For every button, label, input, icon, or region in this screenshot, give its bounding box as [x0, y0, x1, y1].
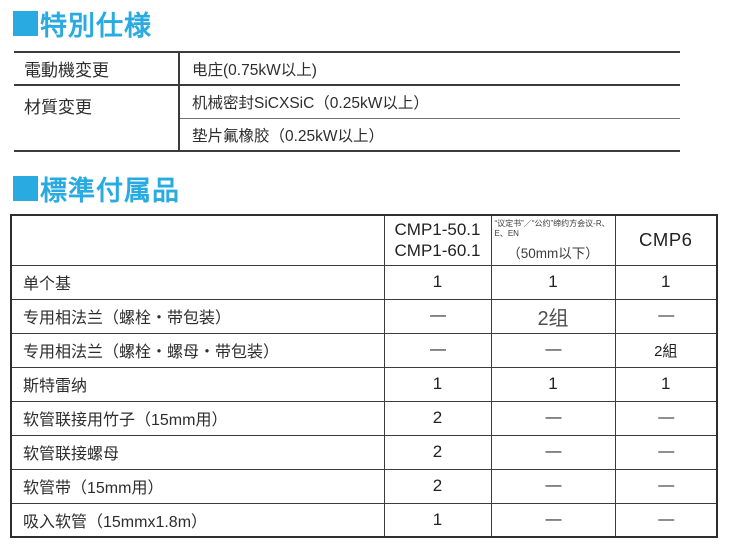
section-marker-icon — [13, 175, 38, 201]
col-header-item — [10, 214, 385, 266]
col-header-cmp1-line1: CMP1-50.1 — [394, 220, 481, 239]
cell-value: — — [490, 400, 616, 436]
table-row: 软管联接螺母 2 — — — [10, 434, 718, 470]
row-label: 软管带（15mm用） — [10, 468, 385, 504]
col-header-mid-sub-text: （50mm以下） — [507, 245, 599, 261]
row-label: 单个基 — [10, 264, 385, 300]
spec-row-label: 電動機変更 — [14, 53, 180, 86]
cell-value: — — [614, 434, 718, 470]
table-row: 吸入软管（15mmx1.8m） 1 — — — [10, 502, 718, 538]
cell-value: — — [614, 502, 718, 538]
cell-value: 1 — [383, 264, 492, 300]
cell-value: 1 — [383, 502, 492, 538]
row-label: 专用相法兰（螺栓・螺母・带包装） — [10, 332, 385, 368]
cell-value: 2组 — [490, 298, 616, 334]
cell-value: 1 — [614, 264, 718, 300]
col-header-mid-small-text: “议定书”／“公约”缔约方会议-R、E、EN — [494, 218, 610, 238]
accessories-header-row: CMP1-50.1 CMP1-60.1 “议定书”／“公约”缔约方会议-R、E、… — [10, 214, 718, 266]
cell-value: 2 — [383, 400, 492, 436]
cell-value: — — [383, 332, 492, 368]
spec-row-value: 垫片氟橡胶（0.25kW以上） — [192, 127, 385, 145]
cell-value: 2 — [383, 468, 492, 504]
accessories-table: CMP1-50.1 CMP1-60.1 “议定书”／“公约”缔约方会议-R、E、… — [10, 214, 718, 538]
section-title-accessories: 標準付属品 — [13, 172, 729, 206]
row-label: 软管联接用竹子（15mm用） — [10, 400, 385, 436]
cell-value: 2 — [383, 434, 492, 470]
table-row: 软管带（15mm用） 2 — — — [10, 468, 718, 504]
cell-value: — — [383, 298, 492, 334]
cell-value: 1 — [383, 366, 492, 402]
table-row: 单个基 1 1 1 — [10, 264, 718, 300]
col-header-cmp1: CMP1-50.1 CMP1-60.1 — [383, 214, 492, 266]
section-marker-icon — [13, 10, 38, 36]
cell-value: 1 — [490, 264, 616, 300]
cell-value: — — [490, 332, 616, 368]
cell-value: — — [614, 468, 718, 504]
cell-value: — — [614, 400, 718, 436]
row-label: 斯特雷纳 — [10, 366, 385, 402]
cell-value: — — [614, 298, 718, 334]
col-header-cmp1-line2: CMP1-60.1 — [394, 241, 481, 261]
spec-row-value: 机械密封SiCXSiC（0.25kW以上） — [180, 86, 680, 119]
table-row: 专用相法兰（螺栓・螺母・带包装） — — 2組 — [10, 332, 718, 368]
col-header-cmp6: CMP6 — [614, 214, 718, 266]
cell-value: — — [490, 502, 616, 538]
row-label: 吸入软管（15mmx1.8m） — [10, 502, 385, 538]
cell-value: — — [490, 434, 616, 470]
spec-row-label: 材質変更 — [14, 86, 180, 150]
cell-value: — — [490, 468, 616, 504]
cell-value: 2組 — [614, 332, 718, 368]
row-label: 软管联接螺母 — [10, 434, 385, 470]
cell-value: 1 — [614, 366, 718, 402]
cell-value: 1 — [490, 366, 616, 402]
special-spec-table: 電動機変更 电庄(0.75kW以上) 材質変更 机械密封SiCXSiC（0.25… — [14, 51, 680, 152]
row-label: 专用相法兰（螺栓・带包装） — [10, 298, 385, 334]
table-row: 斯特雷纳 1 1 1 — [10, 366, 718, 402]
section-title-accessories-text: 標準付属品 — [40, 175, 180, 206]
table-row: 软管联接用竹子（15mm用） 2 — — — [10, 400, 718, 436]
col-header-mid: “议定书”／“公约”缔约方会议-R、E、EN （50mm以下） — [490, 214, 616, 266]
spec-row-value: 电庄(0.75kW以上) — [180, 53, 680, 86]
section-title-special: 特別仕様 — [13, 7, 729, 41]
section-title-special-text: 特別仕様 — [40, 10, 152, 41]
table-row: 专用相法兰（螺栓・带包装） — 2组 — — [10, 298, 718, 334]
page: { "accent_color": "#29ABE2", "special": … — [0, 7, 729, 556]
